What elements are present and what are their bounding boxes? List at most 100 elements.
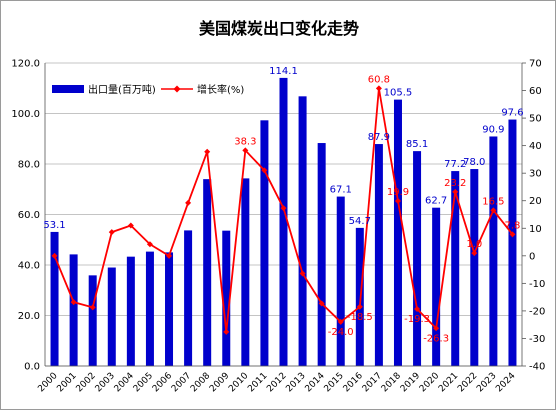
bar-value-label: 54.7 xyxy=(349,216,371,227)
bar xyxy=(298,96,307,366)
right-axis-tick-label: -30 xyxy=(529,334,545,345)
right-axis-tick-label: 30 xyxy=(529,169,542,180)
x-axis-tick-label: 2015 xyxy=(323,371,346,394)
line-point xyxy=(51,252,58,259)
left-axis-tick-label: 0.0 xyxy=(24,362,40,373)
bar xyxy=(393,99,402,367)
right-axis-tick-label: -10 xyxy=(529,279,545,290)
bar-series xyxy=(50,77,517,367)
bar xyxy=(413,151,422,366)
legend-line-marker xyxy=(173,85,181,93)
left-axis-tick-label: 40.0 xyxy=(18,261,40,272)
x-axis-tick-label: 2001 xyxy=(55,371,78,394)
right-axis-tick-label: 10 xyxy=(529,224,542,235)
x-axis-tick-label: 2007 xyxy=(170,371,193,394)
left-axis-tick-label: 80.0 xyxy=(18,160,40,171)
bar-value-label: 90.9 xyxy=(482,124,504,135)
right-axis-tick-label: -40 xyxy=(529,362,545,373)
line-point xyxy=(337,318,344,325)
legend-bar-label: 出口量(百万吨) xyxy=(88,83,156,96)
bar xyxy=(69,254,78,366)
legend: 出口量(百万吨) 增长率(%) xyxy=(52,83,244,96)
x-axis-tick-label: 2005 xyxy=(132,371,155,394)
x-axis-tick-label: 2002 xyxy=(75,371,98,394)
line-value-label: -24.0 xyxy=(328,327,354,338)
line-point xyxy=(490,207,497,214)
bar xyxy=(165,252,174,366)
line-point xyxy=(280,205,287,212)
line-value-label: 16.5 xyxy=(482,196,504,207)
bar xyxy=(317,143,326,366)
line-point xyxy=(108,229,115,236)
bar xyxy=(88,275,97,366)
data-labels: 53.1 114.1 67.1 54.7 87.9 105.5 85.1 62.7 77.278… xyxy=(43,66,523,344)
right-axis-tick-label: 0 xyxy=(529,251,535,262)
bar xyxy=(241,178,250,366)
bar xyxy=(451,171,460,366)
line-point xyxy=(299,270,306,277)
x-axis-tick-label: 2012 xyxy=(265,371,288,394)
left-axis-tick-label: 100.0 xyxy=(11,109,40,120)
line-value-label: 19.9 xyxy=(387,187,409,198)
x-axis-tick-label: 2019 xyxy=(399,371,422,394)
left-axis-tick-label: 120.0 xyxy=(11,59,40,70)
line-point xyxy=(452,188,459,195)
bar xyxy=(184,230,193,366)
line-point xyxy=(471,250,478,257)
line-point xyxy=(509,231,516,238)
x-axis-tick-label: 2023 xyxy=(475,371,498,394)
bar-value-label: 105.5 xyxy=(384,88,413,99)
bar-value-label: 114.1 xyxy=(269,66,298,77)
bar xyxy=(374,144,383,366)
line-point xyxy=(166,252,173,259)
x-axis-tick-label: 2010 xyxy=(227,371,250,394)
line-point xyxy=(242,147,249,154)
bar-value-label: 53.1 xyxy=(43,220,65,231)
chart-title: 美国煤炭出口变化走势 xyxy=(199,19,359,38)
right-axis-tick-label: 70 xyxy=(529,59,542,70)
legend-bar-swatch xyxy=(52,85,84,93)
bar-value-label: 97.6 xyxy=(501,108,523,119)
bar xyxy=(260,120,269,366)
bar xyxy=(279,77,288,367)
bar xyxy=(489,136,498,366)
line-value-label: -26.3 xyxy=(423,333,449,344)
x-axis-tick-label: 2013 xyxy=(284,371,307,394)
x-axis-tick-label: 2004 xyxy=(113,371,136,394)
line-point xyxy=(318,300,325,307)
right-axis-tick-label: -20 xyxy=(529,306,545,317)
x-axis-tick-label: 2009 xyxy=(208,371,231,394)
bar-value-label: 78.0 xyxy=(463,157,485,168)
bar-value-label: 85.1 xyxy=(406,139,428,150)
bar-value-label: 87.9 xyxy=(368,132,390,143)
line-point xyxy=(433,325,440,332)
bar xyxy=(126,256,135,366)
line-value-label: 23.2 xyxy=(444,178,466,189)
line-value-label: -18.5 xyxy=(347,312,373,323)
x-axis-tick-label: 2006 xyxy=(151,371,174,394)
x-axis-tick-label: 2008 xyxy=(189,371,212,394)
x-axis-tick-label: 2021 xyxy=(437,371,460,394)
line-series xyxy=(51,85,516,335)
bar-value-label: 62.7 xyxy=(425,196,447,207)
x-axis-tick-label: 2024 xyxy=(494,371,517,394)
left-axis-tick-label: 60.0 xyxy=(18,210,40,221)
line-value-label: 7.8 xyxy=(505,220,521,231)
right-axis-tick-label: 40 xyxy=(529,141,542,152)
x-axis-tick-label: 2022 xyxy=(456,371,479,394)
line-value-label: 60.8 xyxy=(368,74,390,85)
line-point xyxy=(414,305,421,312)
bar xyxy=(203,179,212,366)
line-point xyxy=(146,241,153,248)
line-point xyxy=(127,222,134,229)
line-point xyxy=(394,198,401,205)
line-value-label: 1.0 xyxy=(466,239,482,250)
x-axis-tick-label: 2003 xyxy=(94,371,117,394)
line-point xyxy=(375,85,382,92)
line-value-label: 38.3 xyxy=(234,136,256,147)
bar xyxy=(107,267,116,366)
bar xyxy=(50,231,59,366)
bar xyxy=(470,169,479,366)
